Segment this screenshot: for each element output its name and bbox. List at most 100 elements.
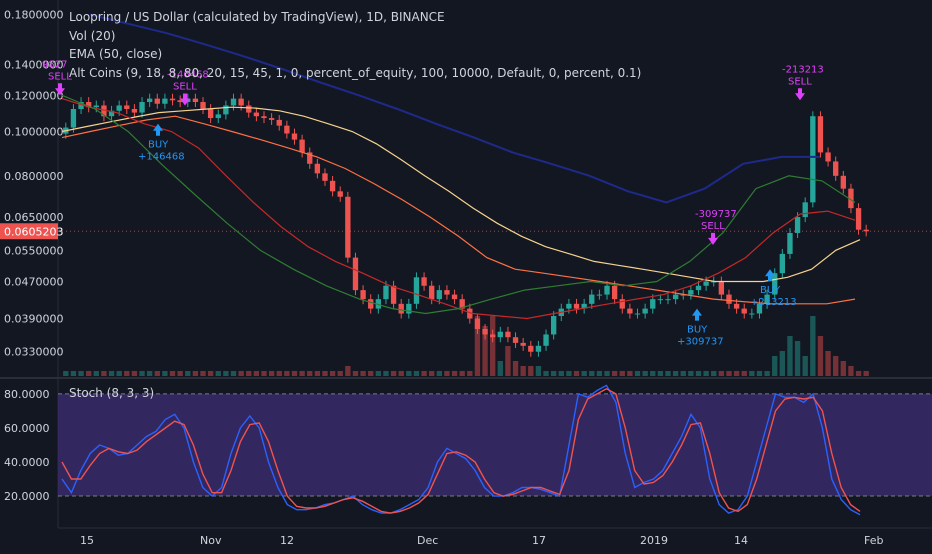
- volume-bar: [345, 366, 351, 376]
- volume-bar: [238, 371, 244, 376]
- volume-bar: [185, 371, 191, 376]
- candle-body: [413, 277, 420, 304]
- sell-arrow-icon: [708, 232, 718, 245]
- overlay-line-0: [61, 106, 861, 283]
- candle-body: [329, 180, 336, 192]
- overlay-line-1: [61, 115, 856, 305]
- candle-body: [695, 285, 702, 291]
- volume-bar: [368, 371, 374, 376]
- volume-bar: [650, 371, 656, 376]
- candle-body: [817, 116, 824, 153]
- volume-bar: [78, 371, 84, 376]
- candle-body: [490, 334, 496, 338]
- candle-body: [276, 119, 282, 126]
- candle-body: [535, 345, 542, 352]
- volume-bar: [63, 371, 69, 376]
- candle-body: [116, 105, 122, 111]
- stoch-line-1: [61, 388, 861, 514]
- candle-body: [497, 331, 503, 338]
- annotation-value: -146468: [167, 69, 209, 80]
- candle-body: [406, 303, 412, 314]
- candle-body: [200, 102, 206, 109]
- volume-bar: [604, 371, 610, 376]
- volume-bar: [550, 371, 557, 376]
- candle-body: [848, 188, 854, 209]
- volume-bar: [474, 316, 481, 376]
- volume-bar: [497, 361, 503, 376]
- buy-arrow-icon: [765, 269, 775, 282]
- volume-bar: [383, 371, 389, 376]
- volume-bar: [733, 371, 740, 376]
- annotation-label: SELL: [788, 76, 812, 87]
- candle-body: [78, 102, 84, 109]
- candle-body: [390, 285, 397, 304]
- overlay-line-4: [89, 13, 820, 204]
- volume-bar: [375, 371, 382, 376]
- volume-bar: [490, 316, 496, 376]
- volume-bar: [329, 371, 336, 376]
- volume-bar: [276, 371, 282, 376]
- candle-body: [657, 299, 664, 301]
- y-tick-label: 0.1000000: [4, 126, 64, 139]
- annotation-value: -213213: [782, 64, 824, 75]
- volume-bar: [794, 341, 801, 376]
- y-tick-label: 0.0470000: [4, 275, 64, 288]
- volume-bar: [86, 371, 92, 376]
- volume-bar: [139, 371, 145, 376]
- annotation-value: 9827: [42, 59, 67, 70]
- candle-body: [101, 105, 107, 117]
- candle-body: [619, 299, 625, 309]
- volume-bar: [200, 371, 206, 376]
- annotation-value: -309737: [695, 209, 737, 220]
- annotation-label: SELL: [48, 71, 72, 82]
- y-tick-label: 0.1400000: [4, 59, 64, 72]
- candle-body: [756, 303, 763, 314]
- annotation-value: +213213: [750, 297, 797, 308]
- y-tick-label: 0.1800000: [4, 9, 64, 22]
- candle-body: [268, 118, 275, 120]
- candle-body: [840, 175, 846, 189]
- volume-bar: [749, 371, 755, 376]
- annotation-label: SELL: [701, 221, 725, 232]
- candle-body: [223, 105, 229, 115]
- candle-body: [787, 232, 793, 254]
- volume-bar: [535, 366, 542, 376]
- legend: Loopring / US Dollar (calculated by Trad…: [69, 8, 641, 82]
- volume-bar: [642, 371, 648, 376]
- volume-bar: [619, 371, 625, 376]
- candle-body: [207, 108, 214, 119]
- volume-bar: [505, 346, 511, 376]
- candle-body: [162, 98, 168, 104]
- candle-body: [512, 337, 519, 343]
- volume-bar: [223, 371, 229, 376]
- candle-body: [703, 281, 709, 286]
- candle-body: [802, 202, 808, 218]
- overlay-line-3: [61, 94, 856, 315]
- candle-body: [482, 329, 488, 335]
- candle-body: [314, 163, 321, 174]
- x-tick-label: Nov: [200, 534, 222, 547]
- volume-bar: [718, 371, 725, 376]
- volume-bar: [703, 371, 709, 376]
- candle-body: [291, 133, 298, 140]
- candle-body: [337, 191, 343, 197]
- x-tick-label: 14: [734, 534, 748, 547]
- y-tick-label: 0.1200000: [4, 89, 64, 102]
- stoch-line-0: [61, 384, 861, 516]
- candle-body: [352, 257, 359, 291]
- candle-body: [322, 173, 328, 181]
- volume-bar: [444, 371, 450, 376]
- annotation-label: BUY: [760, 285, 781, 296]
- volume-bar: [162, 371, 168, 376]
- annotation-value: +309737: [677, 337, 724, 348]
- stoch-y-tick-label: 60.0000: [4, 422, 50, 435]
- x-tick-label: Dec: [417, 534, 438, 547]
- volume-bar: [787, 336, 793, 376]
- candle-body: [192, 98, 199, 103]
- candle-body: [718, 281, 725, 295]
- candle-body: [581, 303, 587, 309]
- volume-bar: [421, 371, 427, 376]
- candle-body: [459, 299, 465, 309]
- candle-body: [451, 294, 458, 300]
